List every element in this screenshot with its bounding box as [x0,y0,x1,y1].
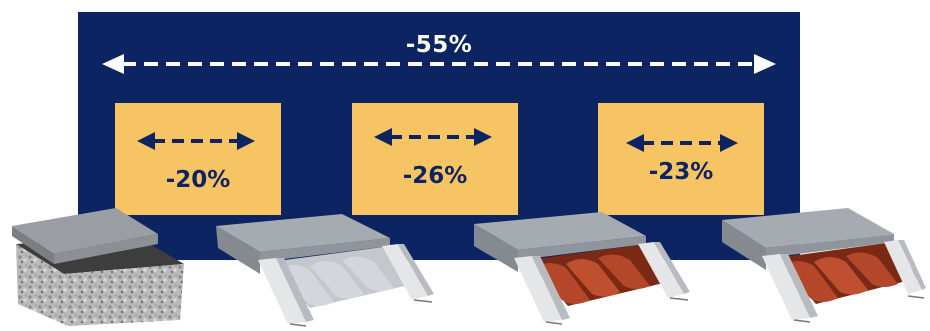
overall-reduction-label: -55% [405,32,473,58]
double-arrow-icon [102,54,776,74]
step-reduction-label-1: -20% [165,167,231,193]
solid-slab-on-gravel-image [12,208,184,326]
step-reduction-label-2: -26% [402,163,468,189]
double-arrow-icon [137,132,255,150]
step-reduction-label-3: -23% [648,159,714,185]
step-reduction-box-1: -20% [115,103,281,215]
beam-and-clay-block-slab-image [474,212,690,325]
double-arrow-icon [374,128,492,146]
step-reduction-box-2: -26% [352,103,518,215]
beam-and-clay-block-slab-image-2 [722,208,926,323]
beam-and-block-slab-image [216,214,434,327]
step-reduction-box-3: -23% [598,103,764,215]
double-arrow-icon [626,134,738,152]
